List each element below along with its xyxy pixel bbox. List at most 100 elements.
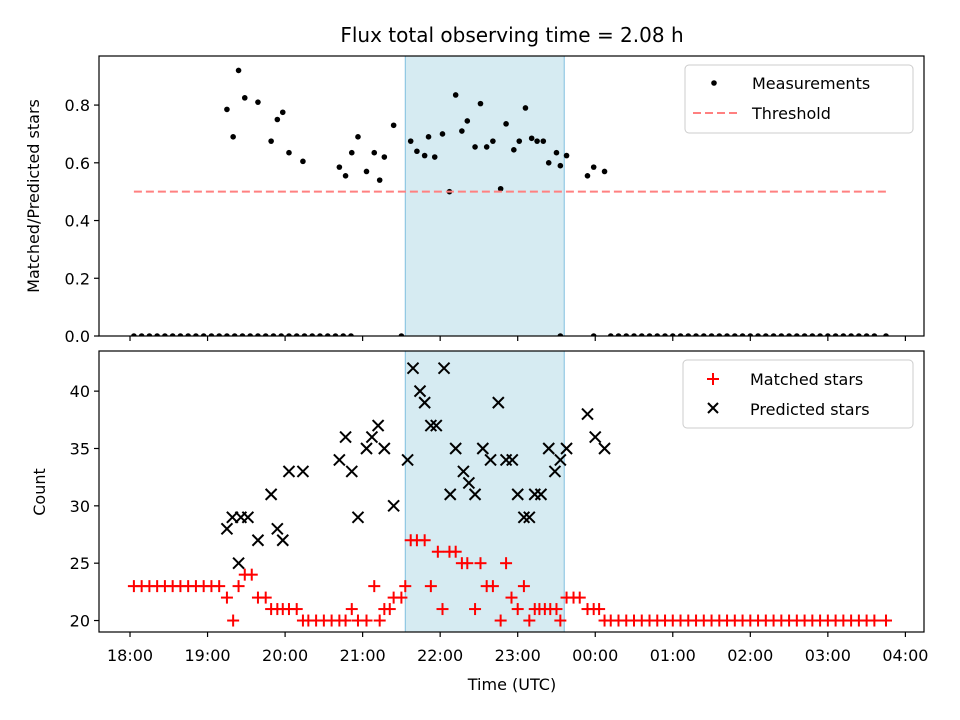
predicted-stars-point [468, 488, 482, 501]
measurement-point [685, 333, 692, 336]
matched-stars-point [505, 591, 518, 604]
measurement-point [255, 333, 261, 336]
predicted-stars-point [401, 453, 414, 467]
measurement-point [224, 333, 230, 336]
y-tick-label: 20 [70, 612, 90, 631]
measurement-point [421, 152, 428, 159]
measurement-point [809, 333, 816, 336]
measurement-point [293, 333, 300, 336]
shaded-interval-top [404, 55, 565, 337]
measurement-point [286, 333, 292, 336]
matched-stars-point [494, 614, 507, 627]
measurement-point [301, 333, 308, 336]
measurement-point [669, 333, 676, 336]
matched-stars-point [868, 614, 881, 627]
measurement-point [355, 134, 361, 140]
measurement-point [398, 333, 405, 336]
predicted-stars-point [296, 465, 310, 478]
measurement-point [534, 138, 540, 144]
measurement-point [553, 149, 560, 156]
predicted-stars-point [413, 384, 427, 398]
y-tick-label: 0.4 [65, 212, 90, 231]
matched-stars-point [424, 580, 437, 593]
measurement-point [590, 164, 597, 170]
x-tick-label: 22:00 [417, 646, 463, 665]
measurement-point [483, 144, 490, 150]
legend-measurements-marker [711, 80, 717, 86]
bottom-panel-frame [98, 350, 925, 633]
legend-matched-marker [707, 373, 719, 385]
bottom-legend: Matched stars Predicted stars [682, 359, 914, 429]
measurement-point [459, 128, 465, 134]
measurement-point [540, 138, 547, 144]
bottom-ylabel: Count [30, 468, 49, 516]
matched-stars-point [418, 534, 431, 547]
measurement-point [654, 333, 661, 336]
predicted-stars-point [511, 488, 524, 501]
matched-stars-point [232, 580, 245, 593]
measurement-point [390, 122, 397, 129]
measurement-point [557, 162, 564, 169]
predicted-stars-point [264, 488, 278, 501]
measurement-point [817, 333, 823, 336]
measurement-point [336, 164, 343, 170]
shaded-interval-bottom [404, 350, 565, 633]
measurement-point [794, 333, 800, 336]
measurement-point [414, 148, 420, 155]
predicted-stars-point [276, 534, 289, 547]
predicted-stars-point [360, 442, 373, 455]
top-panel-frame [98, 55, 925, 337]
matched-stars-point [550, 603, 563, 616]
matched-stars-point [227, 614, 240, 627]
measurement-point [278, 333, 285, 336]
x-tick-label: 04:00 [882, 646, 928, 665]
matched-stars-point [245, 568, 258, 581]
measurement-point [832, 333, 839, 336]
measurement-point [425, 134, 432, 140]
matched-stars-point [486, 580, 499, 593]
measurement-point [623, 333, 630, 336]
measurement-point [200, 333, 207, 336]
predicted-stars-point [560, 442, 573, 455]
matched-stars-point [213, 580, 226, 593]
predicted-stars-point [430, 419, 443, 432]
measurement-point [274, 116, 281, 123]
predicted-stars-point [462, 476, 476, 490]
predicted-stars-point [271, 522, 284, 535]
measurement-point [590, 333, 597, 336]
measurement-point [286, 149, 292, 156]
matched-stars-point [290, 603, 303, 616]
measurement-point [557, 333, 564, 336]
measurement-point [193, 333, 199, 336]
measurement-point [528, 135, 535, 142]
chart-title: Flux total observing time = 2.08 h [340, 23, 683, 47]
measurement-point [241, 95, 248, 101]
measurement-point [262, 333, 269, 336]
matched-stars-point [368, 580, 381, 593]
measurement-point [472, 144, 478, 150]
x-tick-label: 20:00 [262, 646, 308, 665]
measurement-point [348, 333, 354, 336]
predicted-stars-point [581, 407, 594, 421]
measurement-point [490, 138, 496, 144]
measurement-point [208, 333, 215, 336]
x-tick-label: 19:00 [184, 646, 230, 665]
x-tick-label: 18:00 [107, 646, 153, 665]
x-tick-label: 21:00 [340, 646, 386, 665]
legend-matched-label: Matched stars [750, 370, 863, 389]
predicted-stars-point [548, 465, 562, 478]
measurement-point [407, 138, 414, 144]
measurement-point [755, 333, 761, 336]
measurement-point [381, 154, 388, 160]
legend-predicted-marker [707, 402, 719, 414]
measurement-point [848, 333, 854, 336]
measurement-point [169, 333, 176, 336]
predicted-stars-point [444, 488, 457, 501]
y-tick-label: 0.6 [65, 154, 90, 173]
predicted-stars-point [241, 511, 255, 524]
measurement-point [239, 333, 246, 336]
measurement-point [348, 149, 355, 156]
measurement-point [376, 177, 383, 183]
matched-stars-point [373, 614, 386, 627]
